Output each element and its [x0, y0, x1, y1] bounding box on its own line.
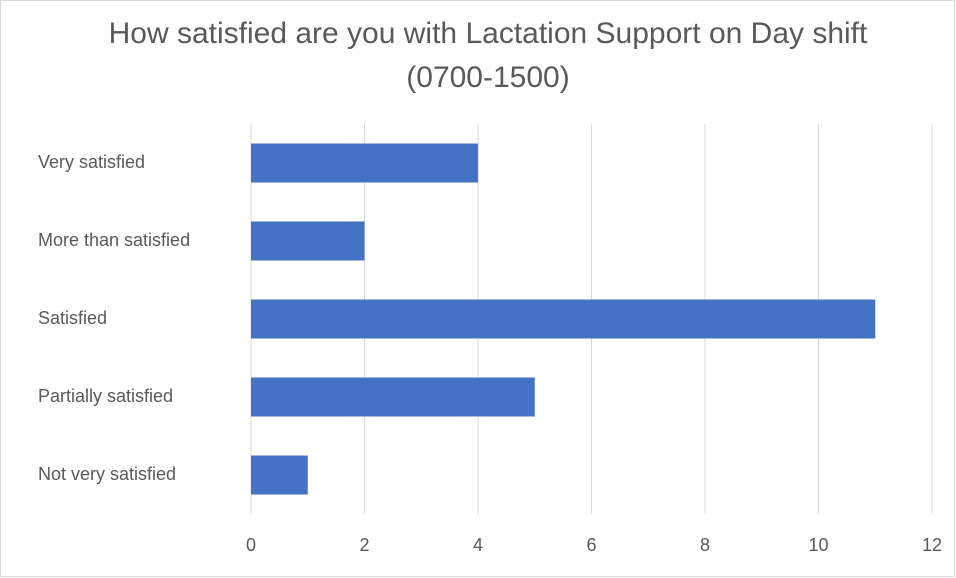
x-tick-label: 10	[808, 535, 828, 555]
x-tick-label: 0	[246, 535, 256, 555]
y-tick-label: Not very satisfied	[38, 464, 176, 484]
y-tick-label: Satisfied	[38, 308, 107, 328]
x-tick-label: 12	[922, 535, 942, 555]
bar	[251, 455, 308, 495]
bar	[251, 299, 876, 339]
bar	[251, 143, 478, 183]
x-tick-label: 2	[359, 535, 369, 555]
y-tick-label: More than satisfied	[38, 230, 190, 250]
x-tick-label: 6	[586, 535, 596, 555]
chart-title: How satisfied are you with Lactation Sup…	[108, 17, 868, 94]
x-tick-label: 4	[473, 535, 483, 555]
bar	[251, 221, 365, 261]
y-tick-label: Very satisfied	[38, 152, 145, 172]
x-tick-label: 8	[700, 535, 710, 555]
bar	[251, 377, 535, 417]
y-tick-label: Partially satisfied	[38, 386, 173, 406]
